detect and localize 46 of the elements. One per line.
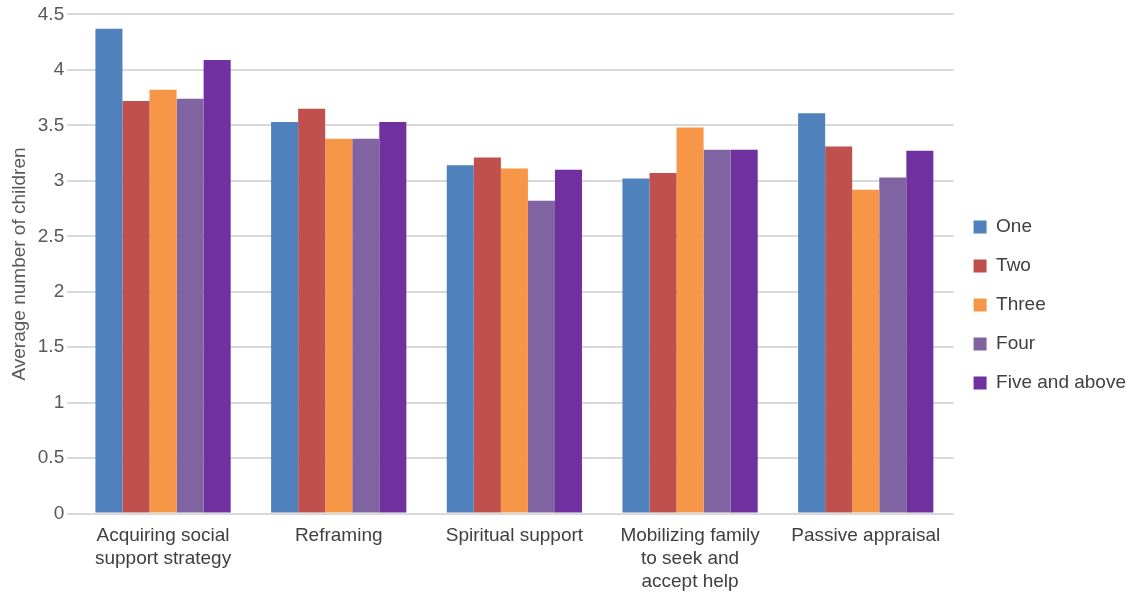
y-tick-label: 3 (53, 169, 65, 191)
bar (825, 146, 853, 513)
legend-label: Five and above (996, 371, 1126, 393)
bar (122, 100, 150, 513)
bar (176, 98, 204, 513)
x-tick-label: Passive appraisal (791, 524, 941, 546)
bar (906, 150, 934, 513)
y-tick-label: 0 (53, 501, 65, 523)
bar (554, 169, 583, 513)
legend-label: Two (996, 254, 1031, 276)
bar (203, 59, 231, 513)
y-tick-label: 3.5 (37, 113, 65, 135)
bar (676, 127, 704, 513)
bar (95, 28, 123, 513)
bar (298, 108, 326, 513)
bar (271, 122, 299, 513)
bar (798, 113, 826, 513)
bar (703, 149, 731, 513)
y-tick-label: 0.5 (37, 446, 65, 468)
x-tick-label: Spiritual support (445, 524, 584, 546)
x-tick-label: Reframing (294, 524, 383, 546)
y-tick-label: 2.5 (37, 224, 65, 246)
y-tick-label: 4 (53, 58, 65, 80)
y-axis-title: Average number of children (7, 147, 29, 381)
x-tick-label: Mobilizing family to seek and accept help (620, 524, 761, 591)
x-tick-label: Acquiring social support strategy (94, 524, 232, 569)
bar (649, 173, 677, 513)
bar (730, 149, 758, 513)
bar (446, 165, 474, 513)
bar (149, 89, 177, 513)
y-tick-label: 1 (53, 390, 65, 412)
bar (622, 178, 650, 513)
legend-label: Three (996, 293, 1046, 315)
legend-label: One (996, 215, 1032, 237)
bar (527, 200, 555, 513)
bar (473, 157, 501, 513)
y-tick-label: 1.5 (37, 335, 65, 357)
legend-label: Four (996, 332, 1036, 354)
bar (379, 122, 407, 513)
bar (325, 138, 353, 513)
bar (352, 138, 380, 513)
y-tick-label: 4.5 (37, 2, 65, 24)
bar (852, 189, 880, 513)
bar (879, 177, 907, 513)
bar (500, 168, 528, 513)
y-tick-label: 2 (53, 279, 65, 301)
